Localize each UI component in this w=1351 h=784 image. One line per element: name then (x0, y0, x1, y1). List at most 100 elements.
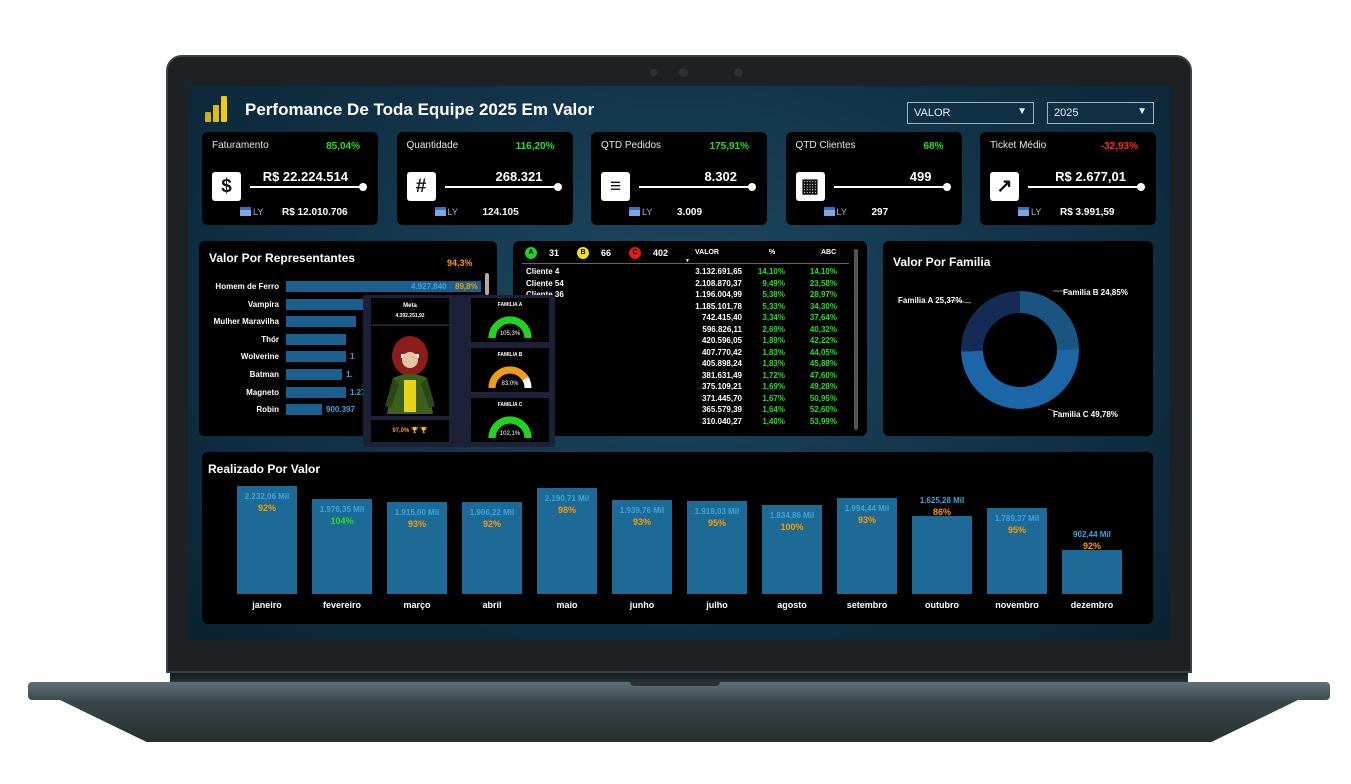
abc-table-panel: A 31 B 66 C 402 VALOR ▼ % ABC Cliente 4 3.132.… (513, 241, 867, 436)
rep-bar[interactable] (286, 351, 346, 363)
kpi-value: R$ 22.224.514 (262, 169, 348, 184)
gauge-card: FAMILIA A 105,3% (471, 298, 549, 342)
chevron-down-icon: ▼ (1137, 106, 1147, 117)
month-bar[interactable] (462, 502, 522, 594)
month-bar[interactable] (1062, 550, 1122, 594)
table-row[interactable]: 9596.826,112,69%40,32% (522, 325, 849, 336)
abc-cell: 52,60% (809, 405, 837, 414)
valor-cell: 1.185.101,78 (695, 301, 742, 311)
abc-cell: 28,97% (809, 290, 837, 299)
table-row[interactable]: 10742.415,403,34%37,64% (522, 313, 849, 324)
rep-bar[interactable] (286, 333, 346, 345)
month-value: 1.915,00 Mil (394, 507, 440, 517)
table-row[interactable]: 938375.109,211,69%49,28% (522, 382, 849, 393)
pct-cell: 1,89% (762, 336, 785, 345)
table-row[interactable]: Cliente 4 3.132.691,65 14,10% 14,10% (522, 267, 849, 278)
kpi-label: Faturamento (212, 140, 269, 151)
month-label: novembro (995, 600, 1039, 610)
valor-cell: 596.826,11 (702, 324, 742, 334)
kpi-pct: 68% (923, 141, 944, 152)
client-name: Cliente 36 (526, 290, 564, 299)
table-row[interactable]: Cliente 36 1.196.004,99 5,38% 28,97% (522, 290, 849, 301)
month-pct: 93% (857, 514, 876, 525)
month-bar[interactable] (912, 515, 972, 594)
month-bar[interactable] (312, 498, 372, 594)
kpi-card: Quantidade 116,20% #268.321 LY 124.105 (396, 132, 573, 225)
month-label: outubro (925, 600, 959, 610)
table-row[interactable]: 191420.596,051,89%42,22% (522, 336, 849, 347)
pct-cell: 1,69% (762, 382, 785, 391)
pct-cell: 9,49% (762, 278, 785, 288)
familia-donut-chart (947, 290, 1079, 414)
gauge-card: FAMILIA B 83,0% (471, 348, 549, 392)
month-value: 1.994,44 Mil (844, 503, 890, 513)
column-header-pct[interactable]: % (769, 249, 776, 256)
month-bar[interactable] (237, 486, 297, 594)
scrollbar[interactable] (485, 273, 489, 295)
month-bar[interactable] (537, 488, 597, 594)
sort-desc-icon: ▼ (685, 258, 690, 264)
metric-slicer[interactable]: VALOR ▼ (907, 102, 1034, 124)
pct-cell: 1,40% (762, 416, 785, 426)
donut-slice[interactable] (1020, 291, 1079, 350)
table-row[interactable]: 934365.579,391,64%52,60% (522, 405, 849, 416)
trophy-icon: 🏆 (411, 428, 419, 434)
rep-name: Thór (261, 334, 279, 344)
table-row[interactable]: 1601.185.101,785,33%34,30% (522, 302, 849, 313)
table-row[interactable]: 8310.040,271,40%53,99% (522, 417, 849, 428)
representantes-pct: 94,3% (447, 258, 473, 268)
year-slicer[interactable]: 2025 ▼ (1047, 102, 1154, 124)
rep-bar[interactable] (286, 281, 481, 292)
table-row[interactable]: 14371.445,701,67%50,95% (522, 394, 849, 405)
chevron-down-icon: ▼ (1017, 106, 1027, 117)
month-bar[interactable] (837, 497, 897, 594)
column-header-abc[interactable]: ABC (821, 249, 837, 256)
abc-badge-a-icon: A (525, 247, 537, 259)
rep-bar[interactable] (286, 316, 356, 328)
month-value: 1.939,76 Mil (619, 506, 665, 516)
valor-cell: 420.596,05 (701, 336, 742, 345)
month-bar[interactable] (687, 501, 747, 594)
pct-cell: 5,38% (762, 290, 785, 299)
month-bar[interactable] (762, 505, 822, 594)
rep-name: Wolverine (240, 352, 279, 362)
table-row[interactable]: Cliente 54 2.108.870,37 9,49% 23,58% (522, 279, 849, 290)
table-row[interactable]: 27407.770,421,83%44,05% (522, 348, 849, 359)
kpi-value: 499 (909, 169, 932, 184)
column-header-valor[interactable]: VALOR (695, 249, 719, 256)
month-label: maio (556, 600, 578, 610)
gauge-value: 83,0% (501, 381, 519, 387)
kpi-progress-line (1028, 183, 1145, 191)
rep-bar[interactable] (286, 404, 322, 416)
month-bar[interactable] (387, 501, 447, 594)
valor-cell: 371.445,70 (701, 393, 742, 403)
donut-slice[interactable] (961, 349, 1079, 409)
abc-cell: 44,05% (809, 347, 837, 357)
month-label: janeiro (252, 600, 282, 610)
rep-value: 900.397 (326, 405, 355, 415)
table-row[interactable]: 61405.898,241,83%45,88% (522, 359, 849, 370)
donut-label: Familia B 24,85% (1063, 288, 1128, 297)
kpi-ly-label: LY (240, 207, 263, 217)
rep-bar[interactable] (286, 369, 342, 380)
month-bar[interactable] (612, 500, 672, 594)
month-value: 1.789,37 Mil (994, 513, 1040, 523)
scrollbar[interactable] (854, 249, 858, 430)
valor-cell: 381.631,49 (701, 370, 742, 380)
rep-name: Batman (249, 370, 279, 379)
abc-badge-c-icon: C (629, 247, 641, 259)
rep-bar[interactable] (286, 386, 346, 398)
month-bar[interactable] (987, 507, 1047, 594)
donut-slice[interactable] (961, 291, 1020, 352)
gauge-arc (488, 416, 532, 439)
abc-badge-b-icon: B (577, 247, 589, 259)
trophy-icon: 🏆 (420, 428, 428, 434)
table-row[interactable]: 31381.631,491,72%47,60% (522, 371, 849, 382)
rep-value: 4.927.840 (411, 282, 447, 291)
month-value: 902,44 Mil (1073, 530, 1111, 540)
store-icon: ▦ (795, 172, 825, 201)
kpi-label: QTD Pedidos (601, 140, 662, 151)
kpi-progress-line (444, 183, 562, 191)
rep-bar[interactable] (286, 298, 366, 310)
kpi-pct: 175,91% (709, 141, 749, 152)
